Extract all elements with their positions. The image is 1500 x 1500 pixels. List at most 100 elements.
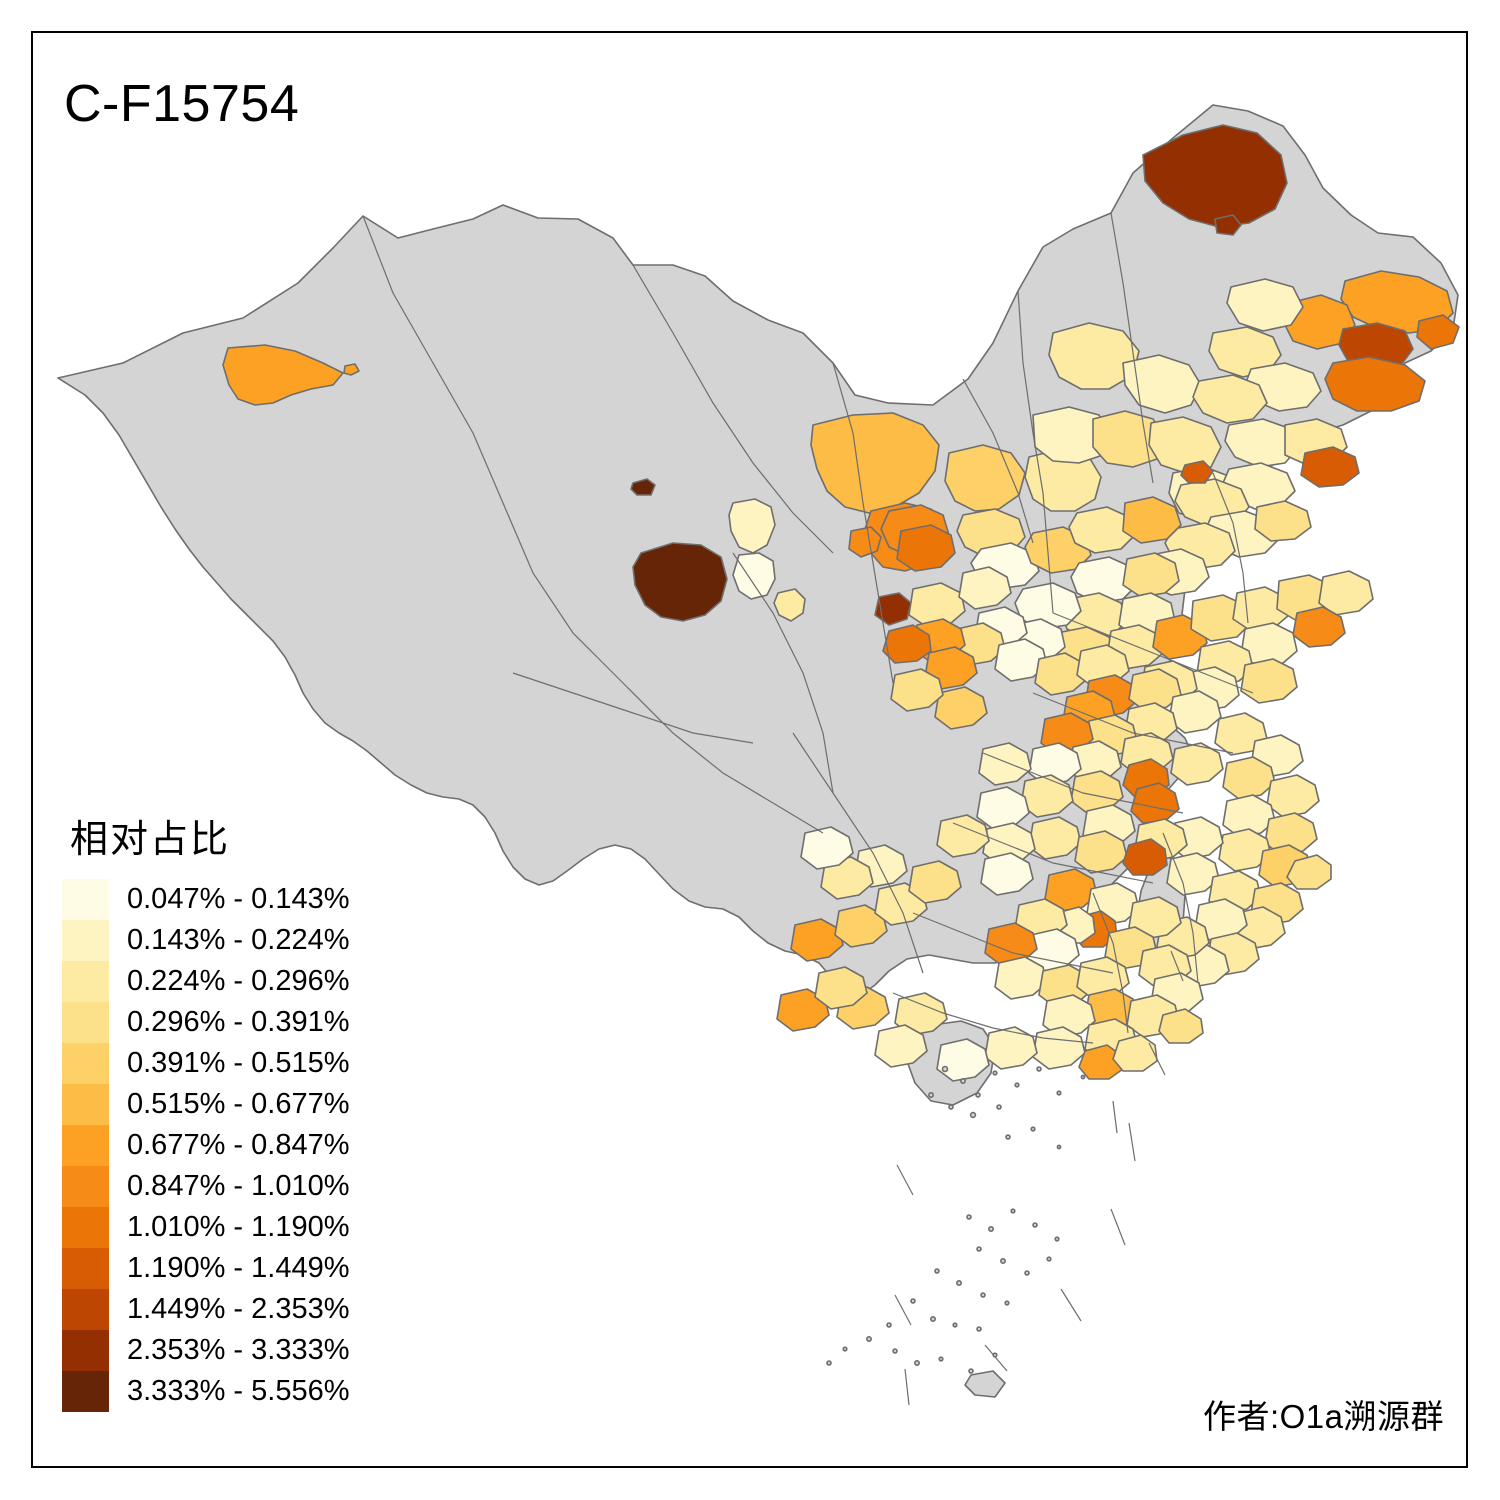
legend-swatch: [62, 1207, 109, 1248]
prefecture-xinjiang-karamay: [343, 363, 360, 376]
legend-label: 0.677% - 0.847%: [127, 1129, 350, 1161]
prefecture-guizhou-guiyang: [874, 1024, 928, 1068]
prefecture-shaanxi-ankang: [934, 686, 988, 730]
legend-row[interactable]: 3.333% - 5.556%: [62, 1371, 462, 1412]
page-title: C-F15754: [64, 75, 300, 133]
prefecture-hubei-jingmen: [982, 822, 1036, 866]
legend-swatch: [62, 1330, 109, 1371]
provincial-boundaries: [362, 212, 1254, 1044]
prefecture-xinjiang-tacheng: [222, 344, 344, 406]
prefecture-gansu-zhangye: [732, 552, 776, 600]
legend-row[interactable]: 0.224% - 0.296%: [62, 961, 462, 1002]
region-group-central-china: [874, 566, 1224, 896]
legend-label: 2.353% - 3.333%: [127, 1334, 350, 1366]
prefecture-hubei-yichang: [936, 814, 990, 858]
prefecture-guangdong-guangzhou: [1078, 1044, 1124, 1080]
legend-row[interactable]: 1.010% - 1.190%: [62, 1207, 462, 1248]
legend-label: 1.010% - 1.190%: [127, 1211, 350, 1243]
legend-swatch: [62, 1084, 109, 1125]
prefecture-liaoning-tieling-hot: [1180, 460, 1214, 484]
prefecture-qinghai-yushu: [632, 542, 728, 622]
legend-row[interactable]: 1.190% - 1.449%: [62, 1248, 462, 1289]
legend-row[interactable]: 0.143% - 0.224%: [62, 920, 462, 961]
prefecture-fujian-xiamen: [1158, 1008, 1204, 1044]
region-group-northwest: [222, 344, 360, 406]
prefecture-shandong-dongying: [1232, 586, 1290, 632]
prefecture-shanxi-changzhi: [1034, 652, 1088, 696]
legend-swatch: [62, 1248, 109, 1289]
legend-label: 0.391% - 0.515%: [127, 1047, 350, 1079]
legend-row[interactable]: 0.047% - 0.143%: [62, 879, 462, 920]
legend-row[interactable]: 0.515% - 0.677%: [62, 1084, 462, 1125]
legend-label: 0.224% - 0.296%: [127, 965, 350, 997]
region-group-northeast: [1142, 124, 1460, 596]
prefecture-shandong-linyi: [1240, 658, 1298, 704]
legend-swatch: [62, 1166, 109, 1207]
prefecture-tianjin: [1122, 552, 1180, 598]
legend-label: 1.190% - 1.449%: [127, 1252, 350, 1284]
legend-row[interactable]: 0.391% - 0.515%: [62, 1043, 462, 1084]
prefecture-shaanxi-shangluo: [978, 742, 1032, 786]
legend-label: 0.296% - 0.391%: [127, 1006, 350, 1038]
region-group-east-china: [1122, 712, 1332, 988]
legend-row[interactable]: 0.847% - 1.010%: [62, 1166, 462, 1207]
islet-group-center: [964, 1370, 1006, 1398]
legend-row[interactable]: 0.677% - 0.847%: [62, 1125, 462, 1166]
legend-label: 0.047% - 0.143%: [127, 883, 350, 915]
prefecture-shaanxi-hanzhong: [890, 668, 944, 712]
prefecture-shaanxi-yanan-s: [908, 582, 966, 628]
prefecture-jilin-changchun: [1224, 418, 1300, 468]
legend-swatch: [62, 879, 109, 920]
prefecture-heilongjiang-daxinganling: [1142, 124, 1288, 228]
prefecture-hubei-jingzhou: [980, 852, 1034, 896]
prefecture-henan-zhumadian: [1070, 770, 1124, 814]
attribution-text: 作者:O1a溯源群: [1202, 1398, 1444, 1435]
prefecture-innermongolia-wuhai: [848, 526, 882, 558]
prefecture-yunnan-kunming: [776, 988, 830, 1032]
prefecture-gansu-wuwei: [773, 588, 806, 622]
prefecture-heilongjiang-heihe-part: [1214, 214, 1242, 236]
prefecture-jiangsu-yancheng: [1266, 774, 1320, 818]
prefecture-guangxi-liuzhou: [936, 1038, 990, 1082]
prefecture-shandong-qingdao: [1292, 606, 1346, 648]
prefecture-qinghai-haixi-west: [630, 478, 656, 496]
prefecture-sichuan-dazhou: [908, 860, 962, 904]
prefecture-sichuan-liangshan: [790, 918, 844, 962]
prefecture-hebei-chengde: [1068, 506, 1136, 554]
region-group-south-china: [776, 826, 1204, 1082]
china-choropleth-map[interactable]: .b { stroke:#6e6e6e; stroke-width:1.6; s…: [33, 33, 1466, 1466]
prefecture-liaoning-dandong: [1254, 500, 1312, 542]
prefecture-yunnan-zhaotong: [814, 966, 868, 1010]
prefecture-sichuan-mianyang: [800, 826, 854, 870]
prefecture-innermongolia-tongliao: [1148, 416, 1222, 474]
legend-label: 3.333% - 5.556%: [127, 1375, 350, 1407]
legend-swatch: [62, 1125, 109, 1166]
prefecture-shanghai: [1286, 854, 1332, 890]
prefecture-jilin-baicheng: [1192, 374, 1268, 424]
legend-row[interactable]: 0.296% - 0.391%: [62, 1002, 462, 1043]
prefecture-shandong-weihai: [1318, 570, 1374, 616]
prefecture-guangxi-guilin: [984, 1026, 1038, 1070]
south-china-sea-islets: [826, 1065, 1086, 1398]
prefecture-shaanxi-yanan-n: [896, 524, 956, 572]
prefecture-innermongolia-alxa: [810, 412, 940, 514]
prefecture-guangdong-qingyuan: [1032, 1026, 1086, 1070]
legend-swatch: [62, 1002, 109, 1043]
legend-rows: 0.047% - 0.143% 0.143% - 0.224% 0.224% - 0…: [62, 879, 462, 1412]
prefecture-hunan-zhangjiajie: [984, 922, 1038, 966]
prefecture-anhui-anqing-hot: [1122, 838, 1168, 876]
legend-swatch: [62, 1043, 109, 1084]
prefecture-shaanxi-baoji: [882, 624, 932, 664]
legend: 相对占比 0.047% - 0.143% 0.143% - 0.224% 0.224…: [62, 808, 462, 1412]
legend-label: 1.449% - 2.353%: [127, 1293, 350, 1325]
prefecture-guangdong-shantou: [1112, 1034, 1158, 1072]
legend-swatch: [62, 1289, 109, 1330]
prefecture-sichuan-chengdu: [820, 856, 874, 900]
legend-row[interactable]: 1.449% - 2.353%: [62, 1289, 462, 1330]
prefecture-hebei-qinhuangdao: [1122, 496, 1182, 544]
prefecture-sichuan-yibin: [834, 904, 888, 948]
legend-swatch: [62, 920, 109, 961]
legend-row[interactable]: 2.353% - 3.333%: [62, 1330, 462, 1371]
prefecture-hubei-huanggang: [1074, 830, 1128, 874]
prefecture-heilongjiang-qiqihar: [1226, 278, 1304, 332]
